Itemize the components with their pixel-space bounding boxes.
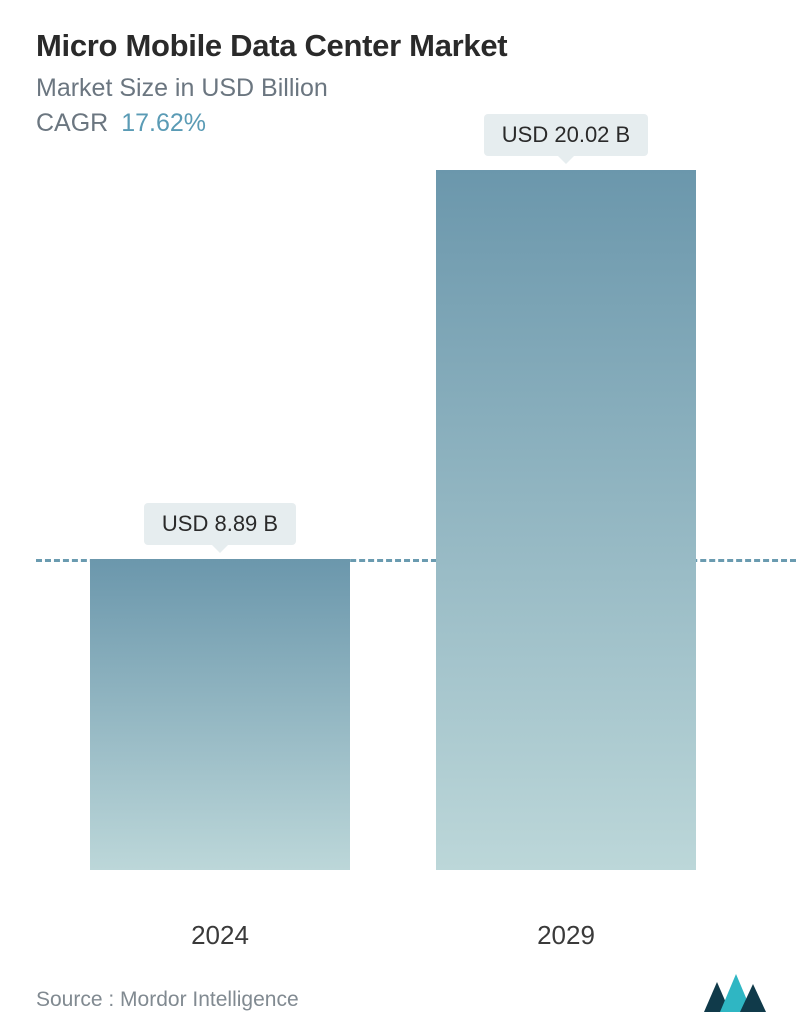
bar-group: USD 8.89 B <box>90 503 350 870</box>
x-axis-labels: 2024 2029 <box>0 920 796 960</box>
chart-title: Micro Mobile Data Center Market <box>36 28 760 64</box>
chart-footer: Source : Mordor Intelligence <box>36 974 768 1012</box>
x-axis-label: 2024 <box>90 920 350 951</box>
chart-plot-area: USD 8.89 BUSD 20.02 B <box>0 170 796 870</box>
bar <box>436 170 696 870</box>
cagr-label: CAGR <box>36 109 108 137</box>
cagr-value: 17.62% <box>121 109 206 137</box>
chart-subtitle: Market Size in USD Billion <box>36 74 760 103</box>
bar <box>90 559 350 870</box>
source-text: Source : Mordor Intelligence <box>36 988 299 1012</box>
x-axis-label: 2029 <box>436 920 696 951</box>
bar-value-label: USD 20.02 B <box>484 114 648 156</box>
bar-group: USD 20.02 B <box>436 114 696 870</box>
brand-logo-icon <box>704 974 768 1012</box>
bar-value-label: USD 8.89 B <box>144 503 296 545</box>
